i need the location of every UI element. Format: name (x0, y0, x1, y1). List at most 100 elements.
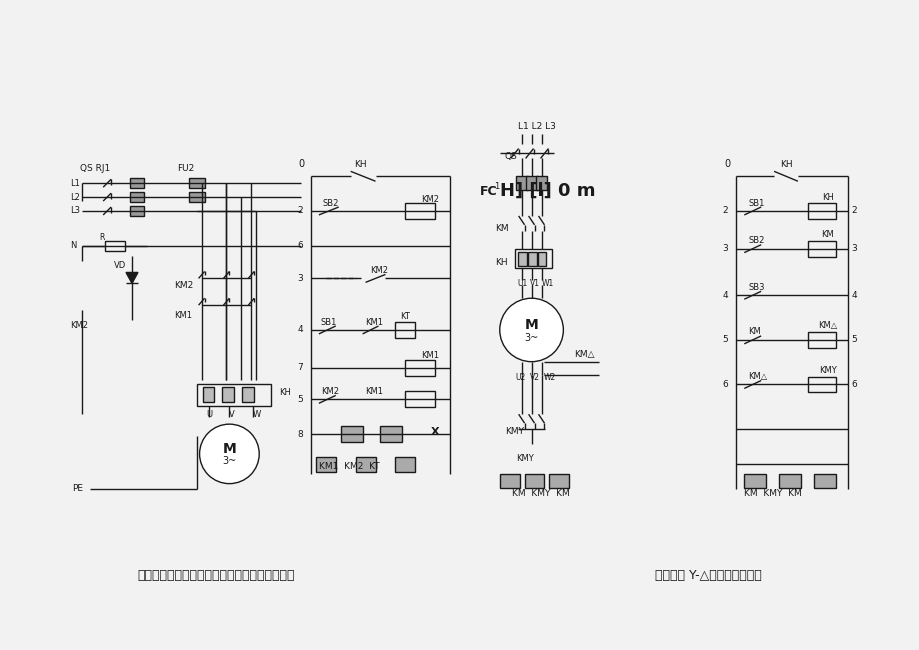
Text: SB3: SB3 (747, 283, 764, 292)
Text: KM1: KM1 (174, 311, 191, 320)
Text: KM2: KM2 (370, 266, 388, 275)
Bar (315, 457, 335, 472)
Text: 2: 2 (851, 207, 857, 216)
Text: KM1  KM2  KT: KM1 KM2 KT (319, 462, 379, 471)
Bar (778, 474, 800, 488)
Text: 1: 1 (494, 182, 498, 190)
Text: FU2: FU2 (176, 164, 194, 173)
Text: KM2: KM2 (174, 281, 193, 290)
Text: QS RJ1: QS RJ1 (80, 164, 110, 173)
Bar (525, 176, 537, 190)
Text: W: W (252, 410, 260, 419)
Text: V2: V2 (529, 373, 539, 382)
Text: KM△: KM△ (573, 350, 595, 359)
Text: U2: U2 (516, 373, 526, 382)
Polygon shape (126, 272, 138, 283)
Text: KM△: KM△ (747, 372, 766, 381)
Text: FC: FC (480, 185, 497, 198)
Circle shape (199, 424, 259, 484)
Text: KM△: KM△ (817, 322, 836, 330)
Bar (222, 387, 234, 402)
Text: 3~: 3~ (222, 456, 236, 466)
Bar (743, 474, 766, 488)
Text: KM1: KM1 (365, 387, 383, 396)
Text: KMY: KMY (818, 366, 835, 375)
Bar (807, 376, 834, 393)
Text: SB2: SB2 (323, 198, 339, 207)
Text: KH: KH (494, 258, 507, 267)
Text: 0: 0 (299, 159, 304, 170)
Text: 6: 6 (297, 241, 302, 250)
Text: 3: 3 (851, 244, 857, 253)
Bar (130, 192, 143, 202)
Bar (356, 457, 375, 472)
Bar (813, 474, 834, 488)
Text: M: M (222, 442, 236, 456)
Bar (499, 474, 519, 488)
Text: R: R (99, 233, 105, 242)
Text: KM: KM (821, 230, 834, 239)
Text: 5: 5 (297, 395, 302, 404)
Text: V1: V1 (529, 279, 539, 288)
Text: U1: U1 (517, 279, 528, 288)
Bar (130, 206, 143, 216)
Text: SB1: SB1 (747, 198, 764, 207)
Text: 2: 2 (722, 207, 728, 216)
Text: KM  KMY  KM: KM KMY KM (511, 489, 569, 498)
Text: 4: 4 (722, 291, 728, 300)
Bar (807, 240, 834, 257)
Text: 无变压器单相半波整流能耗制动自动控制电路图: 无变压器单相半波整流能耗制动自动控制电路图 (138, 569, 295, 582)
Text: KH: KH (354, 160, 367, 169)
Bar (395, 322, 414, 338)
Bar (807, 332, 834, 348)
Text: KMY: KMY (516, 454, 533, 463)
Text: 5: 5 (851, 335, 857, 345)
Text: KT: KT (400, 311, 410, 320)
Bar (807, 203, 834, 219)
Text: 7: 7 (297, 363, 302, 372)
Text: KM: KM (747, 328, 760, 337)
Text: KM2: KM2 (70, 320, 88, 330)
Text: VD: VD (114, 261, 126, 270)
Bar (405, 359, 435, 376)
Text: KH: KH (779, 160, 791, 169)
Text: L1 L2 L3: L1 L2 L3 (517, 122, 555, 131)
Text: 3: 3 (721, 244, 728, 253)
Bar (380, 426, 402, 442)
Text: 0: 0 (723, 159, 730, 170)
Text: SB2: SB2 (747, 236, 764, 245)
Bar (197, 385, 271, 406)
Circle shape (499, 298, 562, 361)
Text: PE: PE (73, 484, 84, 493)
Text: KM1: KM1 (421, 351, 438, 360)
Bar (537, 252, 546, 265)
Bar (105, 240, 125, 251)
Text: KH: KH (821, 192, 833, 202)
Text: KM  KMY  KM: KM KMY KM (743, 489, 801, 498)
Text: W2: W2 (543, 373, 555, 382)
Text: M: M (524, 318, 538, 332)
Text: 8: 8 (297, 430, 302, 439)
Text: U: U (206, 410, 212, 419)
Bar (514, 249, 551, 268)
Text: 6: 6 (721, 380, 728, 389)
Text: H] [l] 0 m: H] [l] 0 m (499, 182, 595, 200)
Bar (516, 176, 527, 190)
Text: 按钮控制 Y-△降压启动电路图: 按钮控制 Y-△降压启动电路图 (654, 569, 761, 582)
Text: QS: QS (505, 152, 516, 161)
Text: 6: 6 (851, 380, 857, 389)
Text: L3: L3 (70, 207, 80, 216)
Text: KM2: KM2 (321, 387, 338, 396)
Text: X: X (430, 427, 439, 437)
Bar (340, 426, 362, 442)
Bar (535, 176, 547, 190)
Text: 5: 5 (721, 335, 728, 345)
Text: W1: W1 (541, 279, 553, 288)
Text: KM2: KM2 (421, 194, 438, 203)
Bar (549, 474, 569, 488)
Bar (188, 178, 204, 188)
Bar (405, 203, 435, 219)
Bar (524, 474, 544, 488)
Text: L1: L1 (70, 179, 80, 188)
Text: V: V (229, 410, 235, 419)
